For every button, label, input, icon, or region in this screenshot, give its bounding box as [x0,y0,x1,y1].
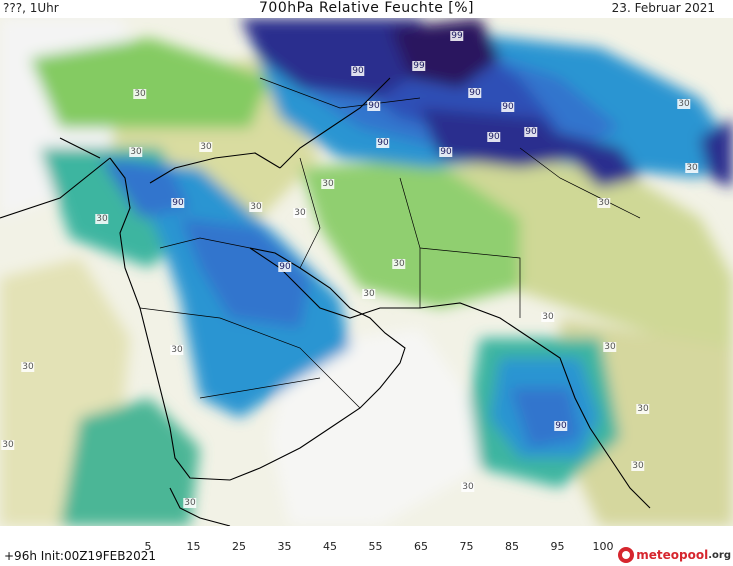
forecast-time-label: ???, 1Uhr [3,1,59,15]
contour-label: 30 [541,312,555,322]
humidity-map [0,18,733,526]
forecast-date: 23. Februar 2021 [611,1,715,15]
contour-label: 90 [554,421,568,431]
contour-label: 30 [321,179,335,189]
contour-label: 90 [171,198,185,208]
contour-label: 30 [129,147,143,157]
footer-bar [0,526,733,566]
contour-label: 90 [439,147,453,157]
colorbar-tick-label: 85 [505,540,519,553]
contour-label: 90 [278,262,292,272]
contour-label: 30 [199,142,213,152]
contour-label: 30 [677,99,691,109]
contour-label: 90 [501,102,515,112]
colorbar-tick-label: 100 [592,540,614,553]
contour-label: 30 [603,342,617,352]
country-borders [139,77,641,409]
contour-label: 30 [362,289,376,299]
colorbar-tick-label: 65 [414,540,428,553]
colorbar-tick-label: 45 [323,540,337,553]
contour-label: 30 [1,440,15,450]
init-time-label: +96h Init:00Z19FEB2021 [4,549,156,563]
coastlines [0,77,651,526]
map-title: 700hPa Relative Feuchte [%] [259,0,474,16]
colorbar-tick-label: 75 [459,540,474,553]
colorbar-tick-label: 35 [277,540,292,553]
contour-label: 30 [631,461,645,471]
contour-label: 30 [293,208,307,218]
contour-label: 30 [95,214,109,224]
contour-label: 30 [21,362,35,372]
colorbar-tick-label: 25 [232,540,246,553]
contour-label: 90 [468,88,482,98]
contour-label: 90 [376,138,390,148]
contour-label: 90 [487,132,501,142]
contour-label: 30 [133,89,147,99]
contour-label: 99 [412,61,426,71]
contour-label: 30 [392,259,406,269]
contour-label: 30 [685,163,699,173]
contour-label: 30 [170,345,184,355]
contour-label: 99 [450,31,464,41]
contour-label: 30 [249,202,263,212]
contour-label: 30 [597,198,611,208]
logo-text: meteopool [636,548,709,562]
header-bar: ???, 1Uhr 700hPa Relative Feuchte [%] 23… [0,0,733,18]
colorbar-tick-label: 95 [550,540,565,553]
contour-label: 30 [183,498,197,508]
colorbar-tick-label: 15 [186,540,201,553]
contour-label: 90 [367,101,381,111]
meteopool-logo-icon [618,547,635,563]
contour-label: 30 [461,482,475,492]
meteopool-logo[interactable]: meteopool .org [618,546,731,564]
colorbar-tick-label: 55 [368,540,383,553]
contour-label: 90 [524,127,538,137]
logo-suffix: .org [708,549,731,561]
contour-label: 30 [636,404,650,414]
contour-label: 90 [351,66,365,76]
colorbar-tick-label: 5 [144,540,152,553]
